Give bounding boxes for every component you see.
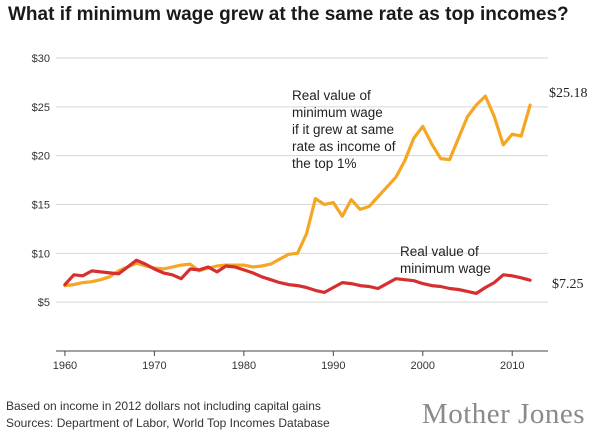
annotation-top-income-line: rate as income of (292, 139, 396, 154)
y-tick-label: $10 (32, 248, 50, 260)
end-label-minimum-wage: $7.25 (552, 277, 584, 292)
annotation-top-income-line: if it grew at same (292, 122, 394, 137)
x-tick-label: 1990 (321, 360, 345, 372)
y-tick-label: $5 (38, 297, 50, 309)
annotation-minimum-wage-line: minimum wage (400, 261, 491, 276)
annotation-top-income-line: the top 1% (292, 156, 357, 171)
y-tick-labels: $5 $10 $15 $20 $25 $30 (32, 53, 50, 309)
footnote-basis: Based on income in 2012 dollars not incl… (6, 398, 330, 415)
y-tick-label: $30 (32, 53, 50, 65)
x-tick-label: 1980 (232, 360, 256, 372)
x-tick-labels: 1960 1970 1980 1990 2000 2010 (53, 360, 525, 372)
x-tick-label: 1960 (53, 360, 77, 372)
annotations: Real value of minimum wage if it grew at s… (292, 86, 588, 292)
y-tick-label: $25 (32, 102, 50, 114)
annotation-minimum-wage-line: Real value of (400, 244, 479, 259)
axes (56, 351, 548, 356)
y-tick-label: $15 (32, 200, 50, 212)
y-tick-label: $20 (32, 151, 50, 163)
x-tick-label: 1970 (142, 360, 166, 372)
footnote-sources: Sources: Department of Labor, World Top … (6, 415, 330, 432)
footnote: Based on income in 2012 dollars not incl… (6, 398, 330, 432)
annotation-top-income-line: Real value of (292, 88, 371, 103)
annotation-top-income-line: minimum wage (292, 105, 383, 120)
end-label-top-income: $25.18 (549, 86, 588, 101)
brand-logo: Mother Jones (422, 398, 585, 431)
x-tick-label: 2000 (411, 360, 435, 372)
x-tick-label: 2010 (500, 360, 524, 372)
